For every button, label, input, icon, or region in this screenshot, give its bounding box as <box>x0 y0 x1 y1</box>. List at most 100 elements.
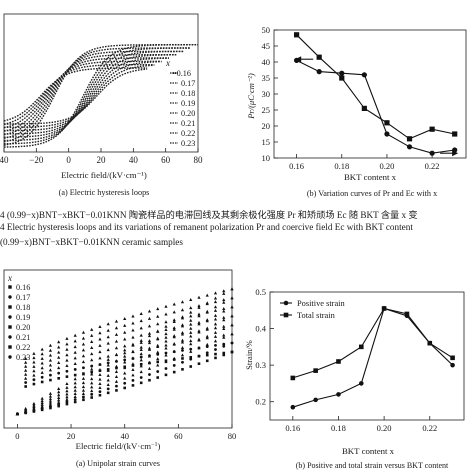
legend-marker <box>8 355 12 359</box>
strain-point <box>32 356 36 360</box>
strain-point <box>40 401 44 405</box>
strain-point <box>164 320 168 324</box>
hysteresis-loop-lower <box>3 47 191 145</box>
strain-point <box>214 343 217 347</box>
strain-point <box>156 343 160 347</box>
data-point <box>450 362 455 368</box>
strain-point <box>57 395 61 399</box>
strain-point <box>90 370 93 374</box>
strain-point <box>197 322 201 326</box>
strain-point <box>230 314 234 318</box>
strain-point <box>81 392 86 396</box>
strain-point <box>205 342 209 346</box>
x-tick-label: 80 <box>228 431 237 441</box>
strain-point <box>139 345 143 349</box>
strain-point <box>123 386 127 390</box>
series-line <box>296 59 455 154</box>
strain-point <box>180 300 185 304</box>
legend-label: 0.20 <box>181 109 195 118</box>
strain-point <box>57 402 61 406</box>
strain-point <box>172 364 176 367</box>
strain-point <box>222 298 226 302</box>
strain-point <box>106 363 110 367</box>
strain-point <box>172 319 176 323</box>
strain-point <box>73 373 77 377</box>
x-tick-label: 0.18 <box>331 423 346 433</box>
strain-point <box>40 380 44 384</box>
strain-point <box>139 358 143 362</box>
strain-point <box>81 372 86 376</box>
chart-d-frame <box>269 291 465 421</box>
data-point <box>429 126 435 132</box>
strain-point <box>230 350 234 354</box>
strain-point <box>57 398 61 402</box>
strain-point <box>213 313 218 317</box>
x-tick-label: 80 <box>194 155 204 165</box>
strain-point <box>147 354 152 358</box>
strain-point <box>156 307 160 311</box>
legend-label: 0.21 <box>181 119 195 128</box>
strain-point <box>24 381 28 384</box>
strain-point <box>213 300 218 304</box>
y-tick-label: 40 <box>262 57 271 67</box>
legend-label: 0.18 <box>181 89 195 98</box>
strain-point <box>222 333 226 337</box>
legend-marker <box>8 335 12 339</box>
strain-point <box>131 356 135 360</box>
strain-point <box>90 346 94 350</box>
strain-point <box>40 361 44 365</box>
strain-point <box>213 326 218 330</box>
strain-point <box>139 319 143 323</box>
strain-point <box>197 304 201 308</box>
strain-point <box>189 318 193 322</box>
strain-point <box>57 360 61 364</box>
strain-point <box>15 412 20 416</box>
strain-point <box>222 351 226 355</box>
strain-point <box>139 311 143 315</box>
strain-point <box>131 314 135 318</box>
strain-point <box>106 368 110 372</box>
strain-point <box>90 392 94 396</box>
strain-point <box>90 385 94 389</box>
strain-point <box>49 373 52 377</box>
strain-point <box>164 339 168 343</box>
strain-point <box>147 341 152 345</box>
y-tick-label: 0.4 <box>255 324 266 334</box>
chart-b-caption: (b) Variation curves of Pr and Ec with x <box>307 189 437 198</box>
strain-point <box>57 366 61 370</box>
strain-point <box>48 401 53 405</box>
strain-point <box>164 373 168 377</box>
strain-point <box>24 372 28 376</box>
strain-point <box>156 376 160 379</box>
strain-point <box>164 353 168 357</box>
strain-point <box>73 385 77 389</box>
strain-point <box>156 329 160 333</box>
strain-point <box>106 354 110 358</box>
strain-point <box>213 308 218 312</box>
strain-point <box>147 347 152 351</box>
y-tick-label: 45 <box>262 41 271 51</box>
data-point <box>293 57 300 64</box>
strain-point <box>90 372 94 376</box>
strain-point <box>106 361 110 365</box>
strain-point <box>40 396 44 400</box>
strain-point <box>189 342 193 346</box>
strain-point <box>131 335 135 339</box>
strain-point <box>48 394 53 398</box>
strain-point <box>189 322 193 326</box>
data-point <box>336 359 341 364</box>
strain-point <box>197 346 201 350</box>
strain-point <box>106 378 110 382</box>
x-tick-label: 60 <box>174 431 183 441</box>
strain-point <box>65 400 69 404</box>
strain-point <box>123 337 127 341</box>
strain-point <box>65 358 69 362</box>
strain-point <box>82 398 85 402</box>
strain-point <box>172 318 176 322</box>
strain-point <box>189 357 193 361</box>
data-point <box>316 69 322 75</box>
strain-point <box>164 346 168 350</box>
y-tick-label: 10 <box>262 153 271 163</box>
strain-point <box>90 358 94 362</box>
strain-point <box>73 345 77 349</box>
